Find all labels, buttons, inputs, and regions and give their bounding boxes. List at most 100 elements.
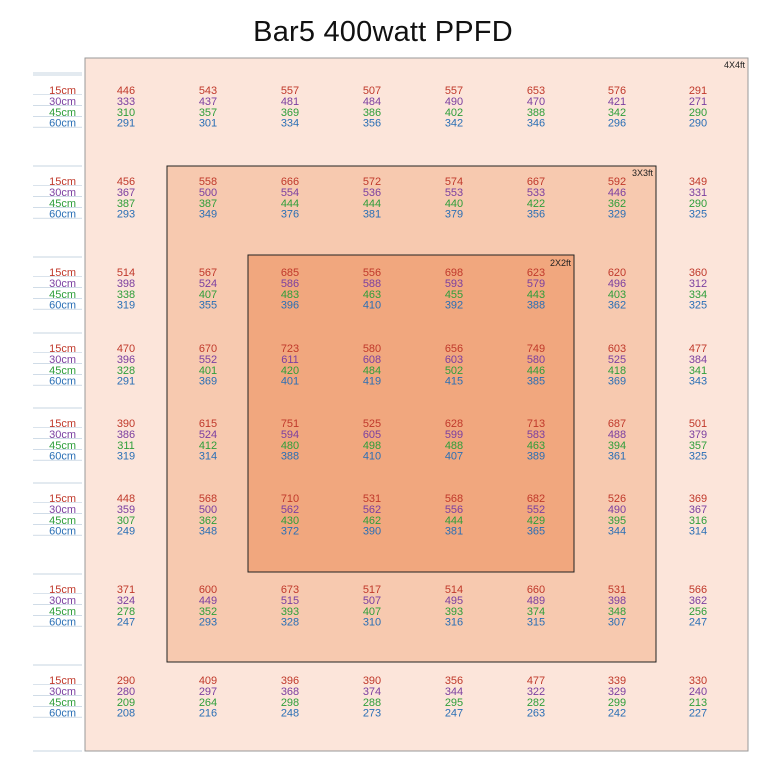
height-label: 15cm: [49, 85, 76, 97]
height-label: 45cm: [49, 697, 76, 709]
ppfd-value: 415: [445, 376, 463, 388]
ppfd-value: 263: [527, 708, 545, 720]
ppfd-value: 367: [689, 504, 707, 516]
ppfd-value: 603: [445, 354, 463, 366]
ppfd-value: 666: [281, 176, 299, 188]
height-label: 30cm: [49, 278, 76, 290]
ppfd-value: 349: [199, 209, 217, 221]
ppfd-value: 393: [445, 606, 463, 618]
ppfd-value: 240: [689, 686, 707, 698]
ppfd-value: 325: [689, 300, 707, 312]
ppfd-value: 316: [689, 515, 707, 527]
ppfd-value: 315: [527, 617, 545, 629]
ppfd-value: 342: [445, 118, 463, 130]
ppfd-value: 307: [608, 617, 626, 629]
ppfd-value: 374: [363, 686, 381, 698]
ppfd-value: 328: [281, 617, 299, 629]
height-label: 15cm: [49, 675, 76, 687]
ppfd-value: 282: [527, 697, 545, 709]
ppfd-value: 291: [117, 376, 135, 388]
ppfd-value: 490: [608, 504, 626, 516]
height-label: 60cm: [49, 708, 76, 720]
height-label: 60cm: [49, 376, 76, 388]
ppfd-value: 483: [281, 289, 299, 301]
ppfd-value: 387: [199, 198, 217, 210]
ppfd-value: 310: [363, 617, 381, 629]
height-label: 45cm: [49, 107, 76, 119]
height-label: 30cm: [49, 429, 76, 441]
ppfd-value: 301: [199, 118, 217, 130]
ppfd-value: 307: [117, 515, 135, 527]
ppfd-value: 723: [281, 343, 299, 355]
ppfd-value: 372: [281, 526, 299, 538]
ppfd-value: 418: [608, 365, 626, 377]
ppfd-value: 507: [363, 595, 381, 607]
ppfd-value: 620: [608, 267, 626, 279]
ppfd-value: 407: [445, 451, 463, 463]
ppfd-value: 531: [363, 493, 381, 505]
ppfd-value: 333: [117, 96, 135, 108]
height-label: 45cm: [49, 440, 76, 452]
ppfd-value: 401: [281, 376, 299, 388]
ppfd-value: 290: [689, 198, 707, 210]
ppfd-value: 334: [281, 118, 299, 130]
ppfd-value: 356: [445, 675, 463, 687]
ppfd-value: 514: [445, 584, 463, 596]
ppfd-value: 379: [445, 209, 463, 221]
ppfd-value: 288: [363, 697, 381, 709]
ppfd-value: 477: [689, 343, 707, 355]
ppfd-value: 248: [281, 708, 299, 720]
ppfd-value: 593: [445, 278, 463, 290]
ppfd-value: 376: [281, 209, 299, 221]
ppfd-value: 568: [199, 493, 217, 505]
ppfd-value: 488: [608, 429, 626, 441]
ppfd-value: 396: [281, 675, 299, 687]
ppfd-value: 290: [689, 107, 707, 119]
ppfd-value: 653: [527, 85, 545, 97]
ppfd-value: 329: [608, 209, 626, 221]
ppfd-value: 213: [689, 697, 707, 709]
ppfd-value: 502: [445, 365, 463, 377]
height-label: 60cm: [49, 526, 76, 538]
ppfd-value: 673: [281, 584, 299, 596]
ppfd-value: 357: [199, 107, 217, 119]
ppfd-value: 430: [281, 515, 299, 527]
ppfd-value: 407: [199, 289, 217, 301]
ppfd-value: 470: [527, 96, 545, 108]
ppfd-value: 291: [689, 85, 707, 97]
ppfd-value: 553: [445, 187, 463, 199]
ppfd-value: 344: [608, 526, 626, 538]
height-label: 30cm: [49, 595, 76, 607]
ppfd-value: 369: [608, 376, 626, 388]
ppfd-value: 390: [363, 675, 381, 687]
ppfd-value: 264: [199, 697, 217, 709]
ppfd-value: 295: [445, 697, 463, 709]
ppfd-value: 498: [363, 440, 381, 452]
ppfd-value: 710: [281, 493, 299, 505]
ppfd-value: 369: [199, 376, 217, 388]
ppfd-value: 379: [689, 429, 707, 441]
ppfd-value: 410: [363, 451, 381, 463]
ppfd-value: 312: [689, 278, 707, 290]
ppfd-value: 362: [608, 198, 626, 210]
ppfd-value: 227: [689, 708, 707, 720]
ppfd-value: 342: [608, 107, 626, 119]
ppfd-value: 360: [689, 267, 707, 279]
ppfd-value: 484: [363, 96, 381, 108]
ppfd-value: 343: [689, 376, 707, 388]
ppfd-value: 362: [199, 515, 217, 527]
ppfd-value: 463: [527, 440, 545, 452]
ppfd-value: 384: [689, 354, 707, 366]
ppfd-value: 615: [199, 418, 217, 430]
ppfd-value: 446: [117, 85, 135, 97]
ppfd-value: 290: [689, 118, 707, 130]
ppfd-value: 611: [281, 354, 299, 366]
ppfd-value: 481: [281, 96, 299, 108]
ppfd-value: 562: [281, 504, 299, 516]
ppfd-value: 749: [527, 343, 545, 355]
ppfd-value: 374: [527, 606, 545, 618]
ppfd-value: 463: [363, 289, 381, 301]
ppfd-value: 567: [199, 267, 217, 279]
ppfd-value: 362: [689, 595, 707, 607]
ppfd-value: 388: [527, 107, 545, 119]
